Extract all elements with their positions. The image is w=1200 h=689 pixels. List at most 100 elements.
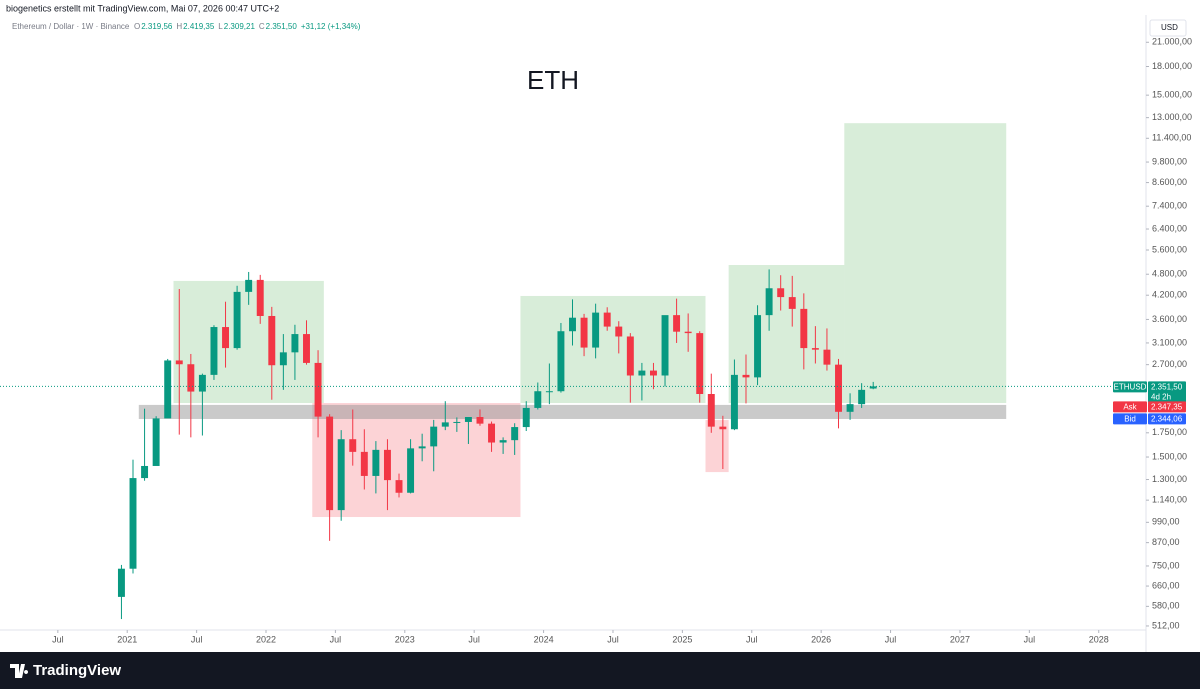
candle-body [823,349,831,365]
candle-body [337,439,345,511]
y-tick-label: 11.400,00 [1152,133,1191,143]
candle-body [592,312,600,348]
candle-body [198,374,206,392]
zone [312,403,521,518]
ohlc-legend: O 2.319,56 H 2.419,35 L 2.309,21 C 2.351,50 +31,… [134,22,361,31]
zone [520,295,706,404]
candle-body [349,439,357,452]
candle-body [557,331,565,392]
currency[interactable]: USD [1161,23,1178,32]
y-tick-label: 1.300,00 [1152,474,1187,484]
zone [844,123,1007,404]
plot [0,269,1146,620]
y-tick-label: 870,00 [1152,537,1180,547]
candle-body [303,334,310,363]
background [0,0,1200,652]
tag-name-bg [1113,381,1147,393]
candle-body [430,426,438,447]
y-tick-label: 750,00 [1152,560,1180,570]
candle-body [696,333,704,395]
candle-body [499,440,507,443]
ohlc-value: 2.351,50 [266,22,298,31]
y-tick-label: 580,00 [1152,601,1180,611]
candle-body [291,334,299,353]
y-tick-label: 9.800,00 [1152,156,1187,166]
candle-body [372,449,380,476]
candle-body [835,364,842,412]
candle-body [869,386,877,389]
y-tick-label: 4.800,00 [1152,269,1187,279]
tag-name: Bid [1124,414,1136,423]
candle-body [615,326,623,337]
candle-body [603,312,611,327]
candle-body [488,423,496,443]
candle-body [117,568,125,597]
candle-body [453,421,461,423]
y-tick-label: 3.100,00 [1152,337,1187,347]
candle-body [222,327,229,349]
candle-body [719,426,727,430]
candle-body [360,451,368,476]
y-tick-label: 21.000,00 [1152,37,1192,47]
tag-name: Ask [1123,402,1137,411]
tag-value: 2.344,06 [1151,414,1183,423]
author: biogenetics erstellt mit TradingView.com… [6,3,279,13]
candle-body [233,291,241,349]
ohlc-key: H [176,22,182,31]
candle-body [418,446,426,449]
y-tick-label: 4.200,00 [1152,290,1187,300]
candle-body [730,374,738,430]
candle-body [129,478,137,569]
candle-body [164,360,172,419]
candle-body [314,362,322,417]
tag-name-bg [1113,401,1147,413]
tag-countdown: 4d 2h [1151,392,1171,401]
candle-body [626,336,634,376]
tag-value-bg [1148,413,1186,425]
tag-value-bg [1148,381,1186,403]
y-tick-label: 3.600,00 [1152,314,1187,324]
candle-body [707,394,715,427]
candle-body [777,288,785,298]
candle-body [811,348,819,350]
ohlc-key: O [134,22,140,31]
candle-body [800,308,808,349]
tag-value: 2.351,50 [1151,382,1183,391]
ohlc-value: 2.419,35 [183,22,215,31]
candle-body [858,389,866,405]
y-tick-label: 990,00 [1152,517,1180,527]
candle-body [569,317,576,332]
tag-value: 2.347,35 [1151,402,1183,411]
tag-name: ETHUSD [1114,382,1147,391]
candle-body [210,327,218,375]
candle-body [673,315,681,332]
ohlc-key: C [259,22,265,31]
candle-body [534,391,542,408]
y-tick-label: 1.500,00 [1152,451,1187,461]
candle-body [441,422,449,427]
x-tick-label: Jul [885,634,897,644]
y-tick-label: 7.400,00 [1152,201,1187,211]
candle-body [638,370,646,376]
y-tick-label: 1.140,00 [1152,495,1187,505]
candle-body [742,374,750,378]
candle-body [545,391,553,393]
candle-body [268,315,276,366]
zones [138,123,1007,518]
candle-body [580,317,588,348]
y-tick-label: 13.000,00 [1152,112,1192,122]
axes: 21.000,00 18.000,00 15.000,00 13.000,00 11.4… [52,37,1192,645]
candle-body [788,297,796,309]
candle-body [395,480,403,493]
zone [728,265,845,404]
x-tick-label: Jul [1024,634,1036,644]
zone [138,404,1007,419]
candle-body [661,315,669,376]
candle-body [522,407,530,428]
tag-value-bg [1148,401,1186,413]
y-tick-label: 6.400,00 [1152,223,1187,233]
y-tick-label: 18.000,00 [1152,61,1192,71]
currency-button[interactable] [1149,19,1187,37]
candle-body [464,417,472,422]
